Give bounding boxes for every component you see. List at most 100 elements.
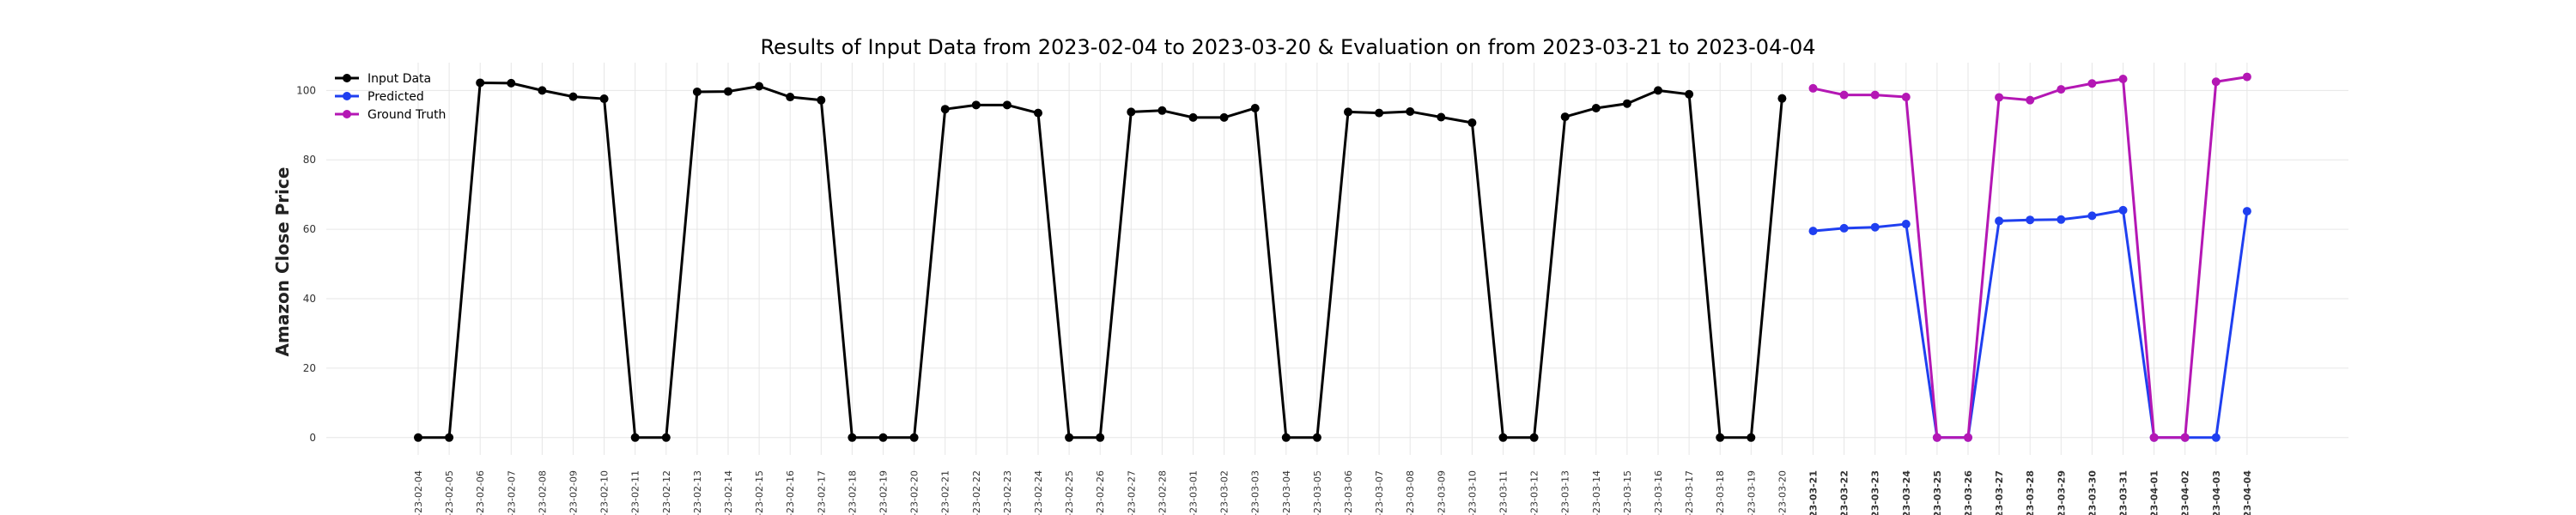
data-point-input-data bbox=[755, 82, 764, 91]
data-point-predicted bbox=[1901, 220, 1911, 229]
data-point-input-data bbox=[1498, 433, 1508, 442]
data-point-input-data bbox=[476, 78, 485, 88]
x-tick-label: -23-03-17 bbox=[1684, 470, 1695, 515]
data-point-input-data bbox=[1560, 112, 1570, 122]
data-point-input-data bbox=[1065, 433, 1074, 442]
data-point-input-data bbox=[1406, 107, 1415, 117]
x-tick-label: -23-03-23 bbox=[1870, 470, 1881, 515]
y-tick-label: 80 bbox=[303, 154, 316, 166]
x-tick-label: -23-04-02 bbox=[2180, 470, 2191, 515]
x-tick-label: -23-03-10 bbox=[1467, 470, 1478, 515]
data-point-input-data bbox=[1096, 433, 1105, 442]
x-tick-labels: -23-02-04 -23-02-05 -23-02-06 -23-02-07 -23-… bbox=[413, 470, 2253, 515]
legend-item-predicted: Predicted bbox=[335, 90, 424, 104]
legend: Input Data Predicted Ground Truth bbox=[335, 72, 446, 122]
y-tick-label: 0 bbox=[309, 432, 316, 444]
data-point-predicted bbox=[1995, 216, 2004, 226]
data-point-input-data bbox=[724, 87, 732, 96]
data-point-input-data bbox=[1777, 94, 1787, 103]
x-tick-label: -23-03-05 bbox=[1312, 470, 1323, 515]
x-tick-label: -23-02-28 bbox=[1157, 470, 1168, 515]
data-point-input-data bbox=[909, 433, 919, 442]
data-point-input-data bbox=[1127, 107, 1136, 117]
data-point-input-data bbox=[1250, 103, 1260, 112]
data-point-input-data bbox=[786, 93, 795, 102]
data-point-input-data bbox=[1344, 107, 1352, 117]
x-tick-label: -23-02-20 bbox=[909, 470, 920, 515]
x-tick-label: -23-03-03 bbox=[1250, 470, 1261, 515]
data-point-input-data bbox=[1188, 112, 1198, 122]
x-tick-label: -23-03-13 bbox=[1560, 470, 1571, 515]
x-tick-label: -23-03-29 bbox=[2056, 470, 2067, 515]
data-point-predicted bbox=[2057, 215, 2066, 224]
data-point-input-data bbox=[848, 433, 857, 442]
data-point-ground-truth bbox=[2149, 433, 2159, 442]
x-tick-label: -23-03-12 bbox=[1529, 470, 1540, 515]
x-tick-label: -23-02-14 bbox=[723, 470, 734, 515]
data-point-input-data bbox=[599, 94, 609, 104]
x-tick-label: -23-02-05 bbox=[444, 470, 455, 515]
data-point-predicted bbox=[2242, 207, 2251, 216]
x-tick-label: -23-02-07 bbox=[506, 470, 517, 515]
data-point-input-data bbox=[1529, 433, 1539, 442]
y-tick-label: 100 bbox=[296, 84, 316, 96]
data-point-ground-truth bbox=[1995, 93, 2004, 102]
data-point-input-data bbox=[1591, 103, 1601, 112]
y-tick-label: 20 bbox=[303, 362, 316, 374]
data-point-ground-truth bbox=[1901, 93, 1911, 102]
y-tick-label: 40 bbox=[303, 293, 316, 305]
data-point-input-data bbox=[817, 95, 826, 105]
data-point-input-data bbox=[445, 433, 454, 442]
data-point-input-data bbox=[878, 433, 888, 442]
data-point-input-data bbox=[1157, 106, 1167, 115]
x-tick-label: -23-03-16 bbox=[1653, 470, 1664, 515]
x-tick-label: -23-03-07 bbox=[1374, 470, 1385, 515]
legend-swatch-marker bbox=[343, 92, 351, 100]
data-point-input-data bbox=[1622, 99, 1631, 108]
data-point-ground-truth bbox=[2026, 95, 2035, 105]
data-point-ground-truth bbox=[1932, 433, 1941, 442]
x-tick-label: -23-02-16 bbox=[785, 470, 796, 515]
data-point-input-data bbox=[1219, 112, 1229, 122]
x-tick-label: -23-03-27 bbox=[1994, 470, 2005, 515]
data-point-input-data bbox=[971, 100, 981, 110]
data-point-predicted bbox=[2211, 433, 2221, 442]
x-tick-label: -23-03-14 bbox=[1591, 470, 1602, 515]
legend-item-ground-truth: Ground Truth bbox=[335, 108, 446, 122]
x-tick-label: -23-02-15 bbox=[754, 470, 765, 515]
series-ground-truth bbox=[1808, 72, 2251, 442]
y-tick-labels: 0 20 40 60 80 100 bbox=[296, 84, 316, 443]
x-tick-label: -23-03-28 bbox=[2025, 470, 2036, 515]
x-tick-label: -23-02-19 bbox=[878, 470, 890, 515]
x-tick-label: -23-02-26 bbox=[1095, 470, 1106, 515]
chart-title: Results of Input Data from 2023-02-04 to… bbox=[760, 35, 1815, 59]
x-tick-label: -23-02-13 bbox=[692, 470, 703, 515]
data-point-ground-truth bbox=[2118, 75, 2128, 84]
legend-label: Input Data bbox=[368, 72, 431, 86]
x-tick-label: -23-02-04 bbox=[413, 470, 424, 515]
data-point-ground-truth bbox=[2242, 72, 2251, 82]
x-tick-label: -23-03-06 bbox=[1343, 470, 1354, 515]
data-point-ground-truth bbox=[1839, 90, 1849, 100]
x-tick-label: -23-02-22 bbox=[971, 470, 982, 515]
grid-layer bbox=[326, 63, 2348, 455]
data-point-predicted bbox=[2087, 211, 2097, 221]
x-tick-label: -23-02-23 bbox=[1002, 470, 1013, 515]
x-tick-label: -23-04-03 bbox=[2211, 470, 2222, 515]
data-point-input-data bbox=[1467, 118, 1477, 127]
data-point-input-data bbox=[1281, 433, 1291, 442]
y-tick-label: 60 bbox=[303, 223, 316, 235]
legend-item-input-data: Input Data bbox=[335, 72, 431, 86]
x-tick-label: -23-03-15 bbox=[1622, 470, 1633, 515]
x-tick-label: -23-03-19 bbox=[1746, 470, 1757, 515]
data-point-input-data bbox=[1375, 108, 1384, 118]
x-tick-label: -23-02-06 bbox=[475, 470, 486, 515]
data-point-ground-truth bbox=[1870, 90, 1880, 100]
data-point-predicted bbox=[1839, 223, 1849, 233]
legend-swatch-marker bbox=[343, 110, 351, 118]
x-tick-label: -23-03-09 bbox=[1436, 470, 1447, 515]
data-point-predicted bbox=[1870, 222, 1880, 232]
x-tick-label: -23-03-08 bbox=[1405, 470, 1416, 515]
y-axis-label: Amazon Close Price bbox=[272, 167, 293, 357]
